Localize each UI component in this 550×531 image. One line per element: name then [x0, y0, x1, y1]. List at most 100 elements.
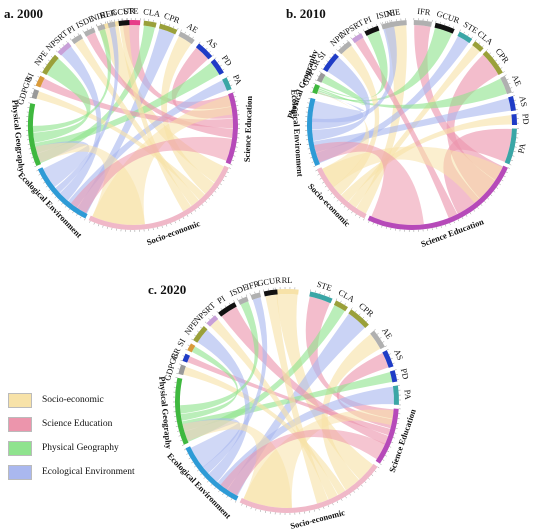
tick-mark	[387, 450, 390, 453]
tick-mark	[200, 473, 202, 476]
tick-mark	[366, 320, 368, 322]
ribbon-si-to-physical-geography	[180, 346, 238, 421]
tick-mark	[29, 97, 32, 99]
tick-mark	[230, 164, 233, 166]
tick-mark	[172, 26, 175, 29]
sector-arc-science-education	[367, 165, 508, 231]
sector-arc-physical-geography	[27, 103, 41, 167]
tick-mark	[380, 22, 382, 25]
ribbon-npsrt-to-ecological-environment	[59, 46, 102, 201]
tick-mark	[80, 216, 82, 219]
ribbon-gcur-to-socio-economic	[265, 294, 329, 504]
sector-label-pa: PA	[231, 73, 245, 87]
tick-mark	[343, 42, 345, 45]
ribbon-group-link	[182, 420, 292, 508]
tick-mark	[32, 88, 35, 90]
tick-mark	[511, 91, 514, 93]
tick-mark	[452, 26, 454, 29]
sector-arc-cpr	[482, 50, 503, 75]
tick-mark	[214, 190, 217, 193]
tick-mark	[379, 463, 382, 465]
sector-arc-ae	[178, 31, 195, 45]
legend: Socio-economic Science Education Physica…	[8, 388, 158, 484]
tick-mark	[40, 71, 43, 73]
ribbon-ae-to-physical-geography	[317, 78, 507, 109]
sector-label-ste: STE	[316, 279, 333, 293]
sector-arc-cla	[143, 20, 157, 28]
tick-mark	[45, 63, 48, 65]
sector-label-pi: PI	[215, 293, 227, 306]
tick-mark	[510, 87, 513, 89]
tick-mark	[510, 159, 513, 161]
tick-mark	[168, 24, 170, 27]
tick-mark	[394, 432, 397, 434]
tick-mark	[358, 32, 360, 35]
sector-label-ae: AE	[510, 73, 524, 87]
tick-mark	[316, 75, 319, 77]
tick-mark	[191, 338, 194, 341]
sector-arc-gcur	[118, 20, 130, 26]
tick-mark	[170, 222, 172, 225]
tick-mark	[388, 353, 391, 355]
tick-mark	[198, 41, 201, 44]
ribbon-si-to-ecological-environment	[312, 57, 370, 142]
tick-mark	[371, 25, 373, 28]
tick-mark	[308, 152, 311, 154]
tick-mark	[461, 217, 464, 220]
tick-mark	[343, 205, 346, 208]
tick-mark	[376, 24, 378, 27]
sector-arc-socio-economic	[316, 167, 367, 219]
tick-mark	[29, 152, 32, 154]
tick-mark	[330, 193, 333, 195]
sector-arc-socio-economic	[239, 463, 378, 513]
tick-mark	[105, 21, 107, 24]
tick-mark	[374, 470, 377, 473]
tick-mark	[346, 39, 349, 42]
tick-mark	[36, 170, 39, 172]
sector-label-as: AS	[518, 95, 530, 108]
sector-arc-physical-geography	[175, 377, 189, 445]
tick-mark	[373, 329, 376, 331]
tick-mark	[178, 435, 181, 437]
tick-mark	[321, 68, 324, 70]
tick-mark	[336, 199, 339, 202]
tick-mark	[386, 349, 389, 351]
tick-mark	[222, 68, 225, 71]
tick-mark	[241, 296, 243, 299]
tick-mark	[363, 218, 365, 221]
tick-mark	[359, 216, 361, 219]
tick-mark	[324, 185, 327, 188]
ribbon-group-link	[317, 91, 370, 187]
tick-mark	[313, 83, 316, 85]
tick-mark	[333, 196, 336, 199]
ribbon-pa-to-ecological-environment	[217, 386, 394, 490]
panel-title: c. 2020	[148, 282, 186, 297]
tick-mark	[392, 437, 395, 439]
tick-mark	[311, 161, 314, 163]
tick-mark	[182, 217, 185, 220]
tick-mark	[230, 498, 233, 501]
tick-mark	[38, 174, 41, 176]
tick-mark	[57, 199, 60, 202]
tick-mark	[234, 96, 237, 98]
tick-mark	[194, 334, 196, 337]
ribbon-npe-to-ecological-environment	[197, 329, 250, 483]
ribbon-ste-to-science-education	[123, 25, 232, 110]
tick-mark	[489, 52, 492, 55]
sector-label-science-education: Science Education	[242, 95, 254, 162]
tick-mark	[384, 455, 387, 457]
tick-mark	[31, 157, 34, 159]
tick-mark	[327, 189, 330, 192]
tick-mark	[205, 47, 208, 50]
tick-mark	[327, 505, 329, 508]
tick-mark	[453, 221, 455, 224]
legend-label: Ecological Environment	[42, 467, 135, 477]
legend-item-physical-geography: Physical Geography	[8, 436, 158, 460]
ribbon-pi-to-physical-geography	[319, 30, 388, 99]
tick-mark	[212, 314, 214, 317]
sector-arc-si	[322, 53, 339, 73]
tick-mark	[89, 220, 91, 223]
tick-mark	[228, 302, 231, 305]
tick-mark	[392, 362, 395, 364]
sector-arc-isde	[83, 27, 96, 37]
